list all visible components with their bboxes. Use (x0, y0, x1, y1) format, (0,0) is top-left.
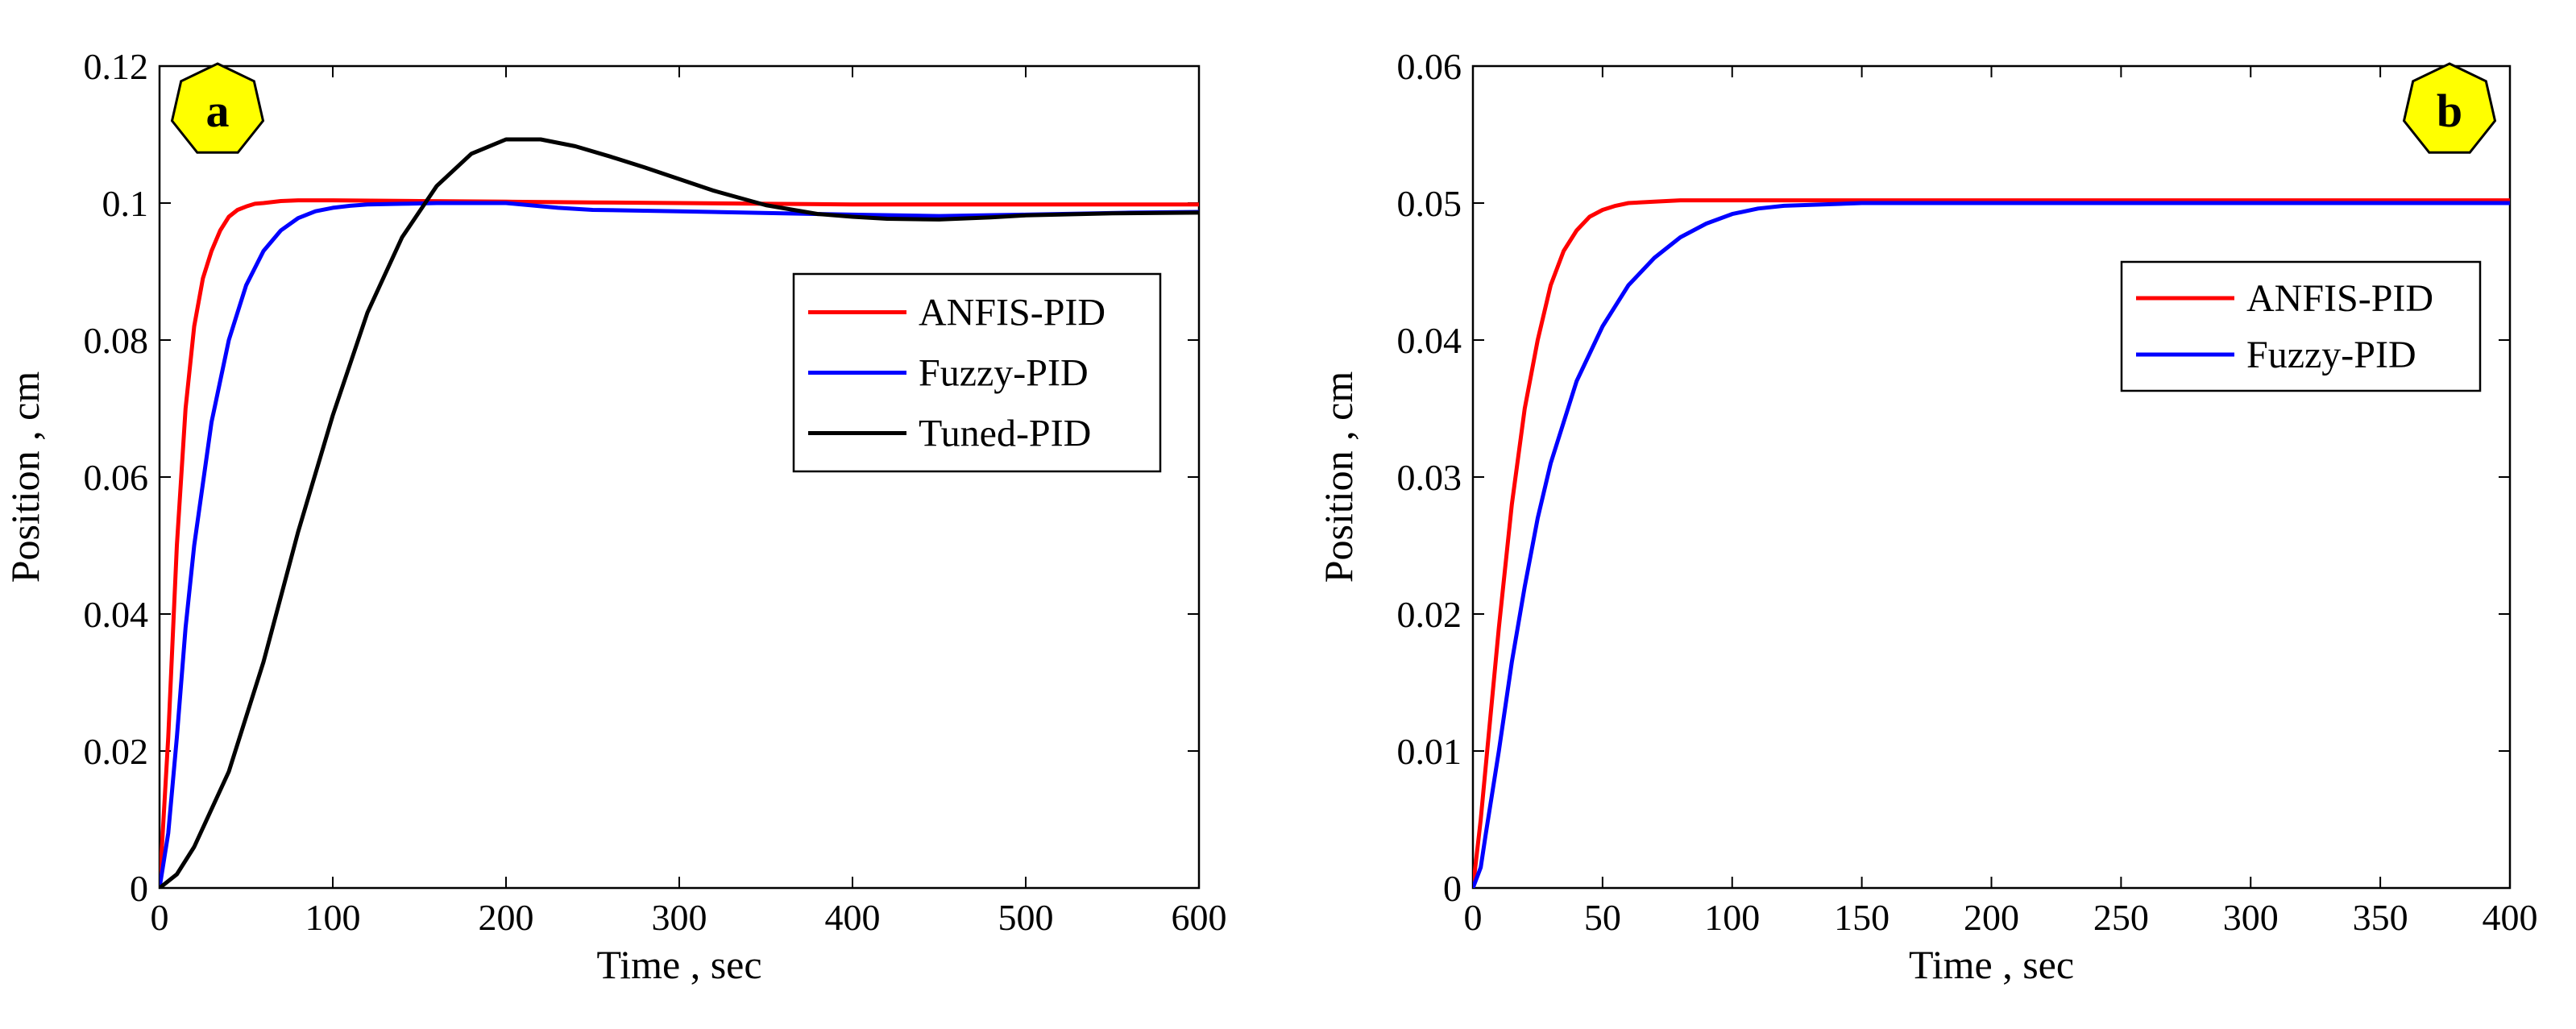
y-tick-label: 0.03 (1397, 457, 1462, 498)
legend-label-anfis-pid: ANFIS-PID (2246, 277, 2433, 320)
x-tick-label: 600 (1172, 897, 1227, 938)
series-line-anfis-pid (160, 198, 1199, 888)
x-tick-label: 150 (1834, 897, 1889, 938)
x-tick-label: 300 (2223, 897, 2279, 938)
legend-label-fuzzy-pid: Fuzzy-PID (2246, 334, 2416, 376)
y-tick-label: 0.02 (84, 731, 149, 772)
x-tick-label: 200 (479, 897, 534, 938)
y-tick-label: 0.06 (1397, 46, 1462, 87)
y-tick-label: 0.08 (84, 320, 149, 361)
panel-label: a (206, 85, 230, 137)
x-tick-label: 50 (1584, 897, 1621, 938)
heptagon-badge-shape (2402, 62, 2497, 154)
panel-badge-b: b (2402, 62, 2497, 154)
series-line-tuned-pid (160, 137, 1199, 888)
chart-panel-b: 0 50 100 150 200 250 300 350 400 0 0.01 0.02 0.03 0.0… (1316, 46, 2538, 987)
y-tick-label: 0.12 (84, 46, 149, 87)
y-tick-label: 0.06 (84, 457, 149, 498)
legend-box (792, 272, 1162, 473)
x-tick-label: 0 (151, 897, 169, 938)
x-tick-label: 250 (2093, 897, 2149, 938)
x-tick-label: 350 (2353, 897, 2408, 938)
legend-label-anfis-pid: ANFIS-PID (919, 292, 1105, 334)
panel-badge-a: a (170, 62, 265, 154)
x-tick-label: 300 (652, 897, 707, 938)
y-tick-label: 0.01 (1397, 731, 1462, 772)
legend: ANFIS-PID Fuzzy-PID (2120, 260, 2482, 392)
panel-label: b (2437, 85, 2462, 137)
y-tick-label: 0.04 (84, 594, 149, 635)
heptagon-badge-shape (170, 62, 265, 154)
x-tick-label: 100 (1704, 897, 1760, 938)
y-tick-label: 0.04 (1397, 320, 1462, 361)
y-tick-label: 0 (1443, 868, 1462, 909)
legend-label-tuned-pid: Tuned-PID (919, 413, 1091, 455)
x-tick-label: 500 (998, 897, 1054, 938)
x-tick-label: 400 (825, 897, 881, 938)
legend-box (2120, 260, 2482, 392)
y-tick-label: 0 (130, 868, 148, 909)
x-axis-label: Time , sec (1909, 942, 2074, 987)
y-axis-label: Position , cm (1316, 371, 1361, 583)
y-tick-label: 0.05 (1397, 183, 1462, 224)
y-tick-label: 0.02 (1397, 594, 1462, 635)
x-tick-label: 0 (1464, 897, 1483, 938)
plot-frame (1471, 64, 2512, 890)
series-line-fuzzy-pid (1473, 201, 2510, 888)
x-tick-label: 200 (1964, 897, 2019, 938)
series-line-anfis-pid (1473, 198, 2510, 888)
legend: ANFIS-PID Fuzzy-PID Tuned-PID (792, 272, 1162, 473)
x-tick-label: 400 (2483, 897, 2538, 938)
y-axis-label: Position , cm (2, 371, 48, 583)
x-tick-label: 100 (305, 897, 361, 938)
x-axis-label: Time , sec (596, 942, 761, 987)
chart-panel-a: 0 100 200 300 400 500 600 0 0.02 0.04 0.06 0.08 0.1 0… (2, 46, 1227, 987)
legend-label-fuzzy-pid: Fuzzy-PID (919, 352, 1089, 395)
y-tick-label: 0.1 (102, 183, 149, 224)
